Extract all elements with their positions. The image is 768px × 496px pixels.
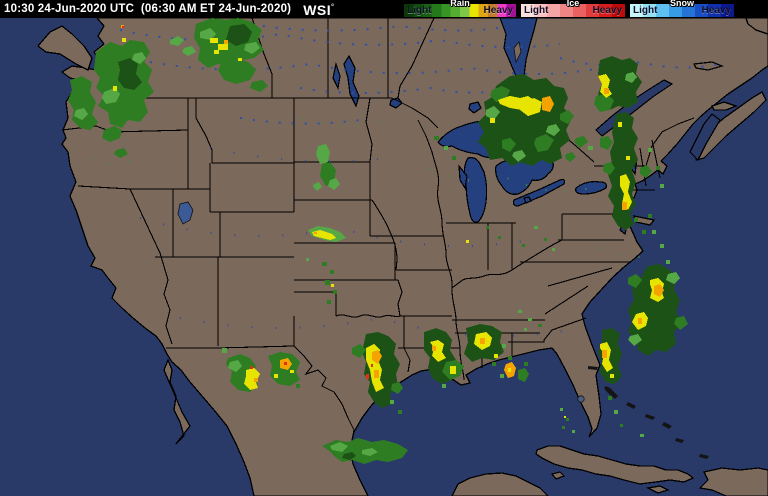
salt-lakes xyxy=(177,41,585,403)
wsi-logo-degree: ° xyxy=(331,4,335,11)
radar-cell-rio-grande xyxy=(222,348,300,392)
radar-cell-gulf-offshore xyxy=(492,362,529,382)
radar-cell-pacific-northwest xyxy=(68,25,154,158)
legend-rain-title: Rain xyxy=(450,0,470,8)
lake-nipigon xyxy=(468,101,482,114)
radar-cell-kansas xyxy=(308,226,346,242)
radar-cell-colorado-nm xyxy=(306,258,337,304)
yucatan xyxy=(451,472,549,496)
radar-cell-mexico-coast xyxy=(322,438,408,464)
radar-specks-ohio-valley xyxy=(466,226,555,251)
baja-california xyxy=(163,358,191,445)
nova-scotia xyxy=(695,91,767,161)
border-ca-nv xyxy=(129,188,173,345)
legend-ice-heavy-label: Heavy xyxy=(592,5,622,16)
green-bay xyxy=(458,164,468,190)
radar-specks-florida xyxy=(560,408,575,433)
border-us-canada-east xyxy=(594,117,695,167)
radar-cell-ms-al xyxy=(464,324,512,362)
radar-cell-south-dakota xyxy=(313,144,340,191)
legend-ice: Ice Light Heavy xyxy=(521,0,625,18)
radar-cell-michigan-ontario xyxy=(434,74,593,166)
newfoundland-corner xyxy=(745,18,768,35)
bay-of-fundy xyxy=(689,113,721,162)
legend-rain-heavy-label: Heavy xyxy=(483,5,513,16)
radar-cell-quebec xyxy=(594,56,642,112)
great-salt-lake xyxy=(177,201,194,225)
top-status-bar: 10:30 24-Jun-2020 UTC (06:30 AM ET 24-Ju… xyxy=(0,0,768,18)
lake-ontario xyxy=(575,181,607,195)
lake-winnipegosis xyxy=(332,61,341,90)
legend-ice-title: Ice xyxy=(566,0,580,8)
lake-okeechobee xyxy=(577,395,585,403)
radar-noise xyxy=(89,117,657,258)
border-tx-la xyxy=(403,316,411,373)
border-mississippi-river xyxy=(417,119,465,381)
radar-cell-montana xyxy=(170,18,268,92)
vancouver-island xyxy=(37,25,93,71)
border-ohio-river xyxy=(451,269,513,289)
border-us-mexico xyxy=(166,345,355,441)
legend-rain-gradient xyxy=(404,4,516,17)
radar-specks-nj-offshore xyxy=(648,214,670,264)
akimiski-island xyxy=(513,41,522,64)
lake-winnipeg xyxy=(343,54,360,108)
isle-of-youth xyxy=(550,471,566,480)
legend-ice-gradient xyxy=(521,4,625,17)
legend-snow-title: Snow xyxy=(670,0,694,8)
wsi-logo: WSI° xyxy=(303,2,335,18)
legend-snow-heavy-label: Heavy xyxy=(701,5,731,16)
legend-rain-light-label: Light xyxy=(407,5,432,16)
radar-cell-louisiana xyxy=(424,328,464,388)
legend-snow-gradient xyxy=(630,4,734,17)
bahamas-islands xyxy=(588,366,709,459)
jamaica xyxy=(645,485,670,494)
timestamp-label: 10:30 24-Jun-2020 UTC (06:30 AM ET 24-Ju… xyxy=(4,3,292,15)
lake-st-clair xyxy=(523,196,532,204)
prince-edward-island xyxy=(711,101,738,111)
border-wa-or xyxy=(61,125,189,133)
radar-map xyxy=(0,18,768,496)
lake-of-the-woods xyxy=(389,97,403,109)
radar-cell-vermont xyxy=(600,112,664,234)
cuba xyxy=(535,445,695,485)
precip-legend: Rain Light Heavy Ice Light Heavy Snow Li… xyxy=(404,0,768,18)
radar-overlay xyxy=(68,18,688,464)
border-missouri-river xyxy=(371,199,398,271)
legend-snow-light-label: Light xyxy=(633,5,658,16)
hispaniola xyxy=(698,467,768,496)
radar-cell-texas-coast xyxy=(352,332,403,414)
legend-ice-light-label: Light xyxy=(524,5,549,16)
legend-snow: Snow Light Heavy xyxy=(630,0,734,18)
legend-rain: Rain Light Heavy xyxy=(404,0,516,18)
border-red-river xyxy=(335,314,401,318)
radar-cell-atlantic xyxy=(598,264,688,437)
radar-specks-georgia xyxy=(518,310,542,331)
